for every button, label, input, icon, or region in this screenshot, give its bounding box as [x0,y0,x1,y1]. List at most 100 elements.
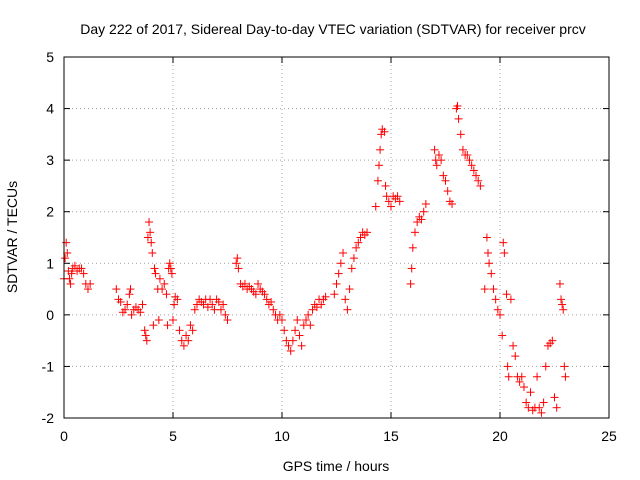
data-point [476,181,485,190]
data-point [502,290,511,299]
data-point [371,202,380,211]
data-point [489,285,498,294]
data-point [66,279,75,288]
data-point [203,303,212,312]
data-point [469,166,478,175]
data-point [363,228,372,237]
data-point [175,326,184,335]
data-point [454,114,463,123]
data-point [232,259,241,268]
data-point [145,218,154,227]
data-point [474,176,483,185]
data-point [375,161,384,170]
data-point [406,279,415,288]
data-point [334,269,343,278]
y-tick-label: -2 [42,410,55,426]
data-point [184,336,193,345]
data-point [61,254,70,263]
data-point [280,326,289,335]
data-point [275,310,284,319]
data-point [254,279,263,288]
data-point [432,161,441,170]
data-point [484,248,493,257]
data-point [345,285,354,294]
data-point [407,264,416,273]
data-point [539,398,548,407]
data-point [160,279,169,288]
data-point [456,130,465,139]
data-point [354,238,363,247]
data-point [126,285,135,294]
data-point [188,326,197,335]
data-point [341,295,350,304]
data-point [141,331,150,340]
data-point [151,269,160,278]
data-point [77,264,86,273]
data-point [267,297,276,306]
data-point [332,279,341,288]
data-point [208,300,217,309]
data-point [70,261,79,270]
data-point [116,297,125,306]
data-point [560,362,569,371]
data-point [537,408,546,417]
data-point [503,362,512,371]
x-axis-label: GPS time / hours [283,458,390,474]
y-tick-label: 2 [46,204,54,220]
data-point [482,233,491,242]
data-point [434,150,443,159]
data-point [166,264,175,273]
data-point [147,238,156,247]
data-point [65,274,74,283]
data-point [522,398,531,407]
data-point [284,341,293,350]
data-point [393,192,402,201]
data-point [150,264,159,273]
data-point [199,300,208,309]
data-point [467,161,476,170]
x-tick-label: 20 [492,428,508,444]
data-point [240,279,249,288]
data-point [125,290,134,299]
data-point [142,336,151,345]
data-point [223,316,232,325]
data-point [491,295,500,304]
data-point [408,243,417,252]
data-point [321,292,330,301]
data-point [561,372,570,381]
data-point [413,218,422,227]
data-point [163,321,172,330]
data-point [278,316,286,325]
data-point [143,233,152,242]
data-point [127,310,136,319]
data-points [60,101,570,417]
data-point [376,145,385,154]
data-point [251,290,260,299]
data-point [395,197,404,206]
data-point [123,300,132,309]
data-point [504,372,513,381]
plot-frame [63,56,610,419]
grid [64,57,609,418]
data-point [559,305,568,314]
data-point [158,285,167,294]
data-point [214,297,223,306]
data-point [306,321,315,330]
data-point [67,269,76,278]
data-point [165,259,174,268]
data-point [136,308,145,317]
data-point [448,199,457,208]
data-point [219,300,228,309]
data-point [112,285,121,294]
data-point [140,326,149,335]
y-tick-label: 0 [46,307,54,323]
x-tick-label: 0 [60,428,68,444]
data-point [421,199,430,208]
data-point [63,248,72,257]
data-point [463,150,472,159]
data-point [155,274,164,283]
data-point [295,331,304,340]
data-point [509,341,518,350]
data-point [555,279,564,288]
data-point [472,171,481,180]
